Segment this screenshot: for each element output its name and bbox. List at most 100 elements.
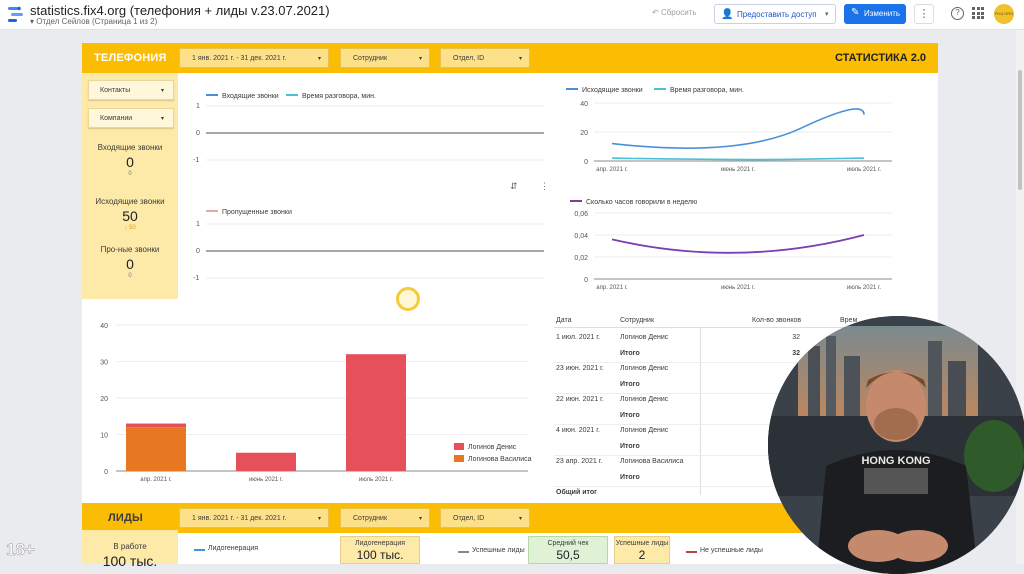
- companies-filter[interactable]: Компании ▾: [88, 108, 174, 128]
- legend-label-missed: Пропущенные звонки: [222, 209, 292, 216]
- telephony-sidebar: Контакты ▾ Компании ▾ Входящие звонки 0 0 …: [82, 73, 178, 299]
- x-tick-label: июнь 2021 г.: [721, 285, 755, 291]
- shirt-print-text: HONG KONG: [861, 455, 930, 467]
- legend-label: Логинов Денис: [468, 444, 517, 451]
- bar-2-0: [346, 354, 406, 471]
- department-filter[interactable]: Отдел, ID ▾: [440, 48, 530, 68]
- missed-calls-chart[interactable]: Пропущенные звонки 1 0 -1: [192, 203, 544, 299]
- y-tick-label: 20: [580, 130, 588, 137]
- edit-button[interactable]: ✎ Изменить: [844, 4, 906, 24]
- share-label: Предоставить доступ: [737, 10, 817, 19]
- y-tick-label: 40: [100, 323, 108, 330]
- reset-button[interactable]: ↶ Сбросить: [652, 8, 697, 17]
- incoming-calls-chart[interactable]: Входящие звонки Время разговора, мин. 1 …: [192, 83, 544, 179]
- edit-label: Изменить: [864, 9, 901, 18]
- y-tick-label: -1: [193, 157, 199, 164]
- apps-grid-icon[interactable]: [972, 7, 984, 19]
- successful-leads-scorecard: Успешные лиды 2: [614, 536, 670, 564]
- avatar[interactable]: FIX4.ORG: [994, 4, 1014, 24]
- undo-icon: ↶: [652, 8, 661, 17]
- y-tick-label: 1: [196, 103, 200, 110]
- y-tick-label: -1: [193, 275, 199, 282]
- legend-label-talk-time: Время разговора, мин.: [302, 93, 376, 100]
- table-column-divider: [700, 327, 701, 495]
- x-tick-label: июнь 2021 г.: [721, 167, 755, 173]
- scorecard-value: 50: [122, 208, 138, 224]
- more-vert-icon[interactable]: ⋮: [540, 181, 549, 191]
- scorecard-label: Входящие звонки: [97, 143, 163, 152]
- employee-filter[interactable]: Сотрудник ▾: [340, 48, 430, 68]
- table-cell: Итого: [620, 380, 640, 388]
- table-cell: 32: [792, 334, 800, 341]
- report-title[interactable]: statistics.fix4.org (телефония + лиды v.…: [30, 3, 330, 18]
- table-header-date: Дата: [556, 317, 572, 324]
- scorecard-delta: ↓ 50: [124, 225, 136, 231]
- leads-date-range-filter[interactable]: 1 янв. 2021 г. - 31 дек. 2021 г. ▾: [179, 508, 329, 528]
- table-cell: Логинов Денис: [620, 334, 669, 341]
- stat-title: СТАТИСТИКА 2.0: [834, 52, 926, 64]
- chevron-down-icon: ▾: [418, 516, 422, 522]
- y-tick-label: 40: [580, 101, 588, 108]
- chevron-down-icon: ▾: [317, 516, 321, 522]
- leads-employee-filter[interactable]: Сотрудник ▾: [340, 508, 430, 528]
- contacts-filter[interactable]: Контакты ▾: [88, 80, 174, 100]
- chevron-down-icon: ▾: [518, 56, 522, 62]
- legend-failed-leads: Не успешные лиды: [686, 547, 763, 554]
- bar-1-0: [236, 452, 296, 471]
- chevron-down-icon: ▾: [518, 516, 522, 522]
- legend-label-outgoing: Исходящие звонки: [582, 87, 643, 94]
- outgoing-calls-chart[interactable]: Исходящие звонки Время разговора, мин. 4…: [552, 83, 908, 179]
- scorecard-delta: 0: [128, 273, 132, 279]
- page-scrollbar[interactable]: [1016, 30, 1024, 564]
- help-icon[interactable]: ?: [951, 7, 964, 20]
- y-tick-label: 1: [196, 221, 200, 228]
- page-name: Отдел Сейлов (Страница 1 из 2): [36, 17, 158, 26]
- y-tick-label: 0,06: [574, 211, 588, 218]
- cursor-highlight: [396, 287, 420, 311]
- scorecard-label: Про-ные звонки: [100, 245, 160, 254]
- table-cell: Общий итог: [556, 489, 598, 496]
- page-navigation[interactable]: ▾ Отдел Сейлов (Страница 1 из 2): [30, 17, 158, 26]
- outgoing-calls-scorecard: Исходящие звонки 50 ↓ 50: [82, 197, 178, 231]
- y-tick-label: 0: [584, 159, 588, 166]
- share-button[interactable]: 👤 Предоставить доступ ▾: [714, 4, 836, 24]
- leads-department-filter[interactable]: Отдел, ID ▾: [440, 508, 530, 528]
- y-tick-label: 0,04: [574, 233, 588, 240]
- hours-per-week-chart[interactable]: Сколько часов говорили в неделю 0,06 0,04…: [552, 195, 908, 295]
- table-cell: 1 июл. 2021 г.: [556, 334, 600, 341]
- data-studio-logo-icon[interactable]: [8, 6, 24, 24]
- scorecard-delta: 0: [128, 171, 132, 177]
- chevron-down-icon[interactable]: ▾: [825, 11, 829, 18]
- x-tick-label: апр. 2021 г.: [596, 167, 628, 173]
- age-rating-watermark: 18+: [6, 540, 35, 560]
- section-title: ТЕЛЕФОНИЯ: [94, 52, 167, 64]
- x-tick-label: июль 2021 г.: [847, 285, 881, 291]
- incoming-calls-scorecard: Входящие звонки 0 0: [82, 143, 178, 177]
- sort-icon[interactable]: ⇵: [510, 181, 518, 191]
- date-range-filter[interactable]: 1 янв. 2021 г. - 31 дек. 2021 г. ▾: [179, 48, 329, 68]
- scorecard-value: 0: [126, 256, 134, 272]
- table-cell: Логинов Денис: [620, 396, 669, 403]
- chevron-down-icon: ▾: [317, 56, 321, 62]
- y-tick-label: 0: [104, 469, 108, 476]
- telephony-header: ТЕЛЕФОНИЯ 1 янв. 2021 г. - 31 дек. 2021 …: [82, 43, 938, 73]
- series-line-hours: [611, 234, 865, 254]
- table-cell: 23 апр. 2021 г.: [556, 458, 603, 465]
- x-tick-label: июнь 2021 г.: [249, 477, 283, 483]
- table-header-divider: [554, 327, 854, 328]
- presenter-video: HONG KONG: [768, 316, 1024, 574]
- webcam-overlay: HONG KONG: [768, 316, 1024, 574]
- series-line-0: [611, 108, 865, 149]
- table-cell: Итого: [620, 349, 640, 357]
- report-canvas: ТЕЛЕФОНИЯ 1 янв. 2021 г. - 31 дек. 2021 …: [82, 43, 938, 569]
- legend-label-talk-time: Время разговора, мин.: [670, 87, 744, 94]
- x-tick-label: апр. 2021 г.: [140, 477, 172, 483]
- more-options-button[interactable]: ⋮: [914, 4, 934, 24]
- legend-label-hours: Сколько часов говорили в неделю: [586, 199, 697, 206]
- calls-by-employee-bar-chart[interactable]: 40 30 20 10 0 апр. 2021 г. июнь 2021 г. июль 20…: [96, 317, 532, 487]
- legend-label: Логинова Василиса: [468, 456, 532, 463]
- table-cell: 22 июн. 2021 г.: [556, 396, 604, 403]
- table-cell: Логинова Василиса: [620, 458, 684, 465]
- x-tick-label: июль 2021 г.: [359, 477, 393, 483]
- average-check-scorecard: Средний чек 50,5: [528, 536, 608, 564]
